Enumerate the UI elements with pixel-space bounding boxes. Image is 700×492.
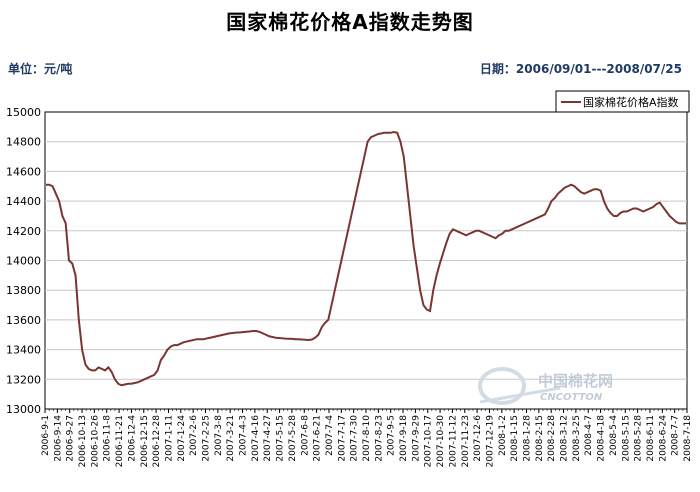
x-tick-label: 2008-6-11 [646, 415, 656, 462]
x-tick-label: 2007-7-17 [337, 415, 347, 462]
x-tick-label: 2008-1-15 [510, 415, 520, 462]
x-tick-label: 2007-1-24 [177, 415, 187, 462]
x-tick-label: 2006-12-4 [127, 415, 137, 462]
x-tick-label: 2007-10-30 [436, 415, 446, 468]
x-tick-label: 2007-1-11 [164, 415, 174, 462]
watermark-swoosh-icon [479, 386, 561, 404]
x-tick-label: 2007-9-5 [387, 415, 397, 456]
x-tick-label: 2008-3-12 [560, 415, 570, 462]
x-tick-label: 2008-7-18 [683, 415, 693, 462]
x-tick-label: 2007-8-23 [374, 415, 384, 462]
x-tick-label: 2008-6-24 [658, 415, 668, 462]
y-tick-label: 14000 [6, 255, 41, 268]
watermark-text: 中国棉花网 [538, 372, 613, 390]
x-tick-label: 2008-5-4 [609, 415, 619, 456]
x-tick-label: 2006-11-21 [115, 415, 125, 467]
legend-label: 国家棉花价格A指数 [583, 95, 679, 109]
x-tick-label: 2006-12-28 [152, 415, 162, 468]
x-tick-label: 2008-7-7 [671, 415, 681, 456]
x-tick-label: 2006-11-8 [103, 415, 113, 462]
x-tick-label: 2007-7-30 [350, 415, 360, 462]
y-tick-label: 13400 [6, 344, 41, 357]
x-tick-label: 2007-6-8 [300, 415, 310, 456]
y-tick-label: 13800 [6, 284, 41, 297]
x-tick-label: 2007-10-17 [424, 415, 434, 467]
x-tick-label: 2008-1-2 [498, 415, 508, 456]
x-tick-label: 2007-9-29 [411, 415, 421, 462]
date-range-label: 日期：2006/09/01---2008/07/25 [479, 62, 682, 76]
x-tick-label: 2007-11-23 [461, 415, 471, 467]
x-tick-label: 2007-6-21 [313, 415, 323, 462]
x-tick-label: 2007-2-25 [202, 415, 212, 462]
x-tick-label: 2008-5-15 [621, 415, 631, 462]
x-tick-label: 2007-7-4 [325, 415, 335, 456]
y-tick-label: 14600 [6, 165, 41, 178]
y-tick-label: 14400 [6, 195, 41, 208]
x-tick-label: 2006-10-13 [78, 415, 88, 467]
y-tick-label: 14800 [6, 136, 41, 149]
x-tick-label: 2007-12-19 [485, 415, 495, 468]
x-tick-label: 2007-3-8 [214, 415, 224, 456]
x-tick-label: 2008-1-28 [523, 415, 533, 462]
x-tick-label: 2006-10-26 [90, 415, 100, 468]
watermark-sub: CNCOTTON [540, 392, 603, 403]
y-tick-label: 14200 [6, 225, 41, 238]
x-tick-label: 2007-9-18 [399, 415, 409, 462]
watermark: 中国棉花网 CNCOTTON [478, 367, 613, 405]
legend: 国家棉花价格A指数 [555, 90, 690, 113]
x-tick-label: 2006-12-15 [140, 415, 150, 467]
x-tick-label: 2008-5-28 [634, 415, 644, 462]
x-tick-label: 2007-4-16 [251, 415, 261, 462]
x-axis: 2006-9-1 2006-9-14 2006-9-27 2006-10-13 2006… [41, 409, 693, 467]
x-tick-label: 2008-4-18 [597, 415, 607, 462]
x-tick-label: 2007-8-10 [362, 415, 372, 462]
watermark-logo-icon [478, 367, 526, 405]
x-tick-label: 2007-4-27 [263, 415, 273, 462]
x-tick-label: 2007-5-28 [288, 415, 298, 462]
y-tick-label: 15000 [6, 106, 41, 119]
gridlines [45, 141, 687, 380]
y-axis: 13000 13200 13400 13600 13800 14000 14200 14400… [6, 106, 41, 416]
y-tick-label: 13200 [6, 373, 41, 386]
y-tick-label: 13600 [6, 314, 41, 327]
x-tick-label: 2007-2-6 [189, 415, 199, 456]
x-tick-label: 2008-2-28 [547, 415, 557, 462]
series-line [46, 131, 686, 387]
x-tick-label: 2007-5-15 [276, 415, 286, 462]
x-tick-label: 2006-9-1 [41, 415, 51, 456]
x-tick-label: 2006-9-27 [66, 415, 76, 462]
unit-label: 单位：元/吨 [8, 62, 73, 76]
x-tick-label: 2006-9-14 [53, 415, 63, 462]
x-tick-label: 2008-3-25 [572, 415, 582, 462]
x-tick-label: 2008-2-15 [535, 415, 545, 462]
chart-title: 国家棉花价格A指数走势图 [226, 10, 474, 34]
x-tick-label: 2007-11-12 [448, 415, 458, 467]
x-tick-label: 2007-4-3 [239, 415, 249, 456]
x-tick-label: 2008-4-7 [584, 415, 594, 456]
y-tick-label: 13000 [6, 403, 41, 416]
legend-box [555, 90, 690, 113]
x-tick-label: 2007-3-21 [226, 415, 236, 462]
x-tick-label: 2007-12-6 [473, 415, 483, 462]
